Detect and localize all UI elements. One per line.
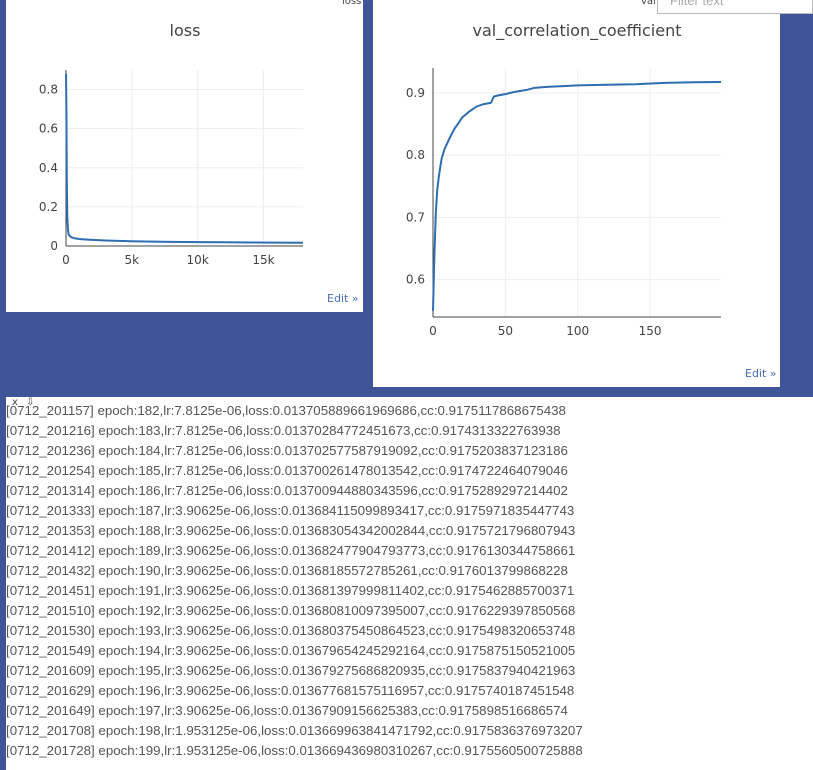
- x-tick-label: 50: [498, 324, 513, 338]
- loss-chart: loss 0 0.2 0.4 0.6 0.8 0 5k 10k 15k: [39, 21, 304, 267]
- log-line: [0712_201728] epoch:199,lr:1.953125e-06,…: [6, 743, 583, 758]
- log-line: [0712_201236] epoch:184,lr:7.8125e-06,lo…: [6, 443, 568, 458]
- log-lines: [0712_201157] epoch:182,lr:7.8125e-06,lo…: [6, 401, 813, 761]
- log-line: [0712_201412] epoch:189,lr:3.90625e-06,l…: [6, 543, 576, 558]
- edit-chart-link[interactable]: Edit »: [745, 367, 777, 380]
- x-tick-label: 0: [429, 324, 437, 338]
- log-line: [0712_201216] epoch:183,lr:7.8125e-06,lo…: [6, 423, 561, 438]
- close-icon-3[interactable]: x: [12, 397, 18, 408]
- x-tick-label: 10k: [187, 253, 209, 267]
- chart-title: loss: [170, 21, 201, 40]
- y-tick-label: 0.9: [406, 86, 425, 100]
- log-line: [0712_201510] epoch:192,lr:3.90625e-06,l…: [6, 603, 576, 618]
- filter-input[interactable]: Filter text: [657, 0, 813, 14]
- pane-tab-label: loss: [342, 0, 362, 7]
- y-tick-label: 0.4: [39, 161, 58, 175]
- y-tick-label: 0.6: [406, 273, 425, 287]
- x-tick-label: 100: [566, 324, 589, 338]
- log-line: [0712_201157] epoch:182,lr:7.8125e-06,lo…: [6, 403, 566, 418]
- y-tick-label: 0.6: [39, 122, 58, 136]
- log-line: [0712_201333] epoch:187,lr:3.90625e-06,l…: [6, 503, 575, 518]
- x-tick-label: 15k: [252, 253, 274, 267]
- log-line: [0712_201451] epoch:191,lr:3.90625e-06,l…: [6, 583, 575, 598]
- log-line: [0712_201629] epoch:196,lr:3.90625e-06,l…: [6, 683, 575, 698]
- log-line: [0712_201609] epoch:195,lr:3.90625e-06,l…: [6, 663, 576, 678]
- val-chart-pane: val val_correlation_coefficient 0.6 0.7 0.8…: [373, 0, 780, 387]
- val-chart: val_correlation_coefficient 0.6 0.7 0.8 0.9 0…: [406, 21, 722, 338]
- series-line: [432, 81, 722, 311]
- pane-tab-label: val: [641, 0, 656, 7]
- y-tick-label: 0.7: [406, 210, 425, 224]
- x-tick-label: 5k: [125, 253, 140, 267]
- log-line: [0712_201353] epoch:188,lr:3.90625e-06,l…: [6, 523, 576, 538]
- loss-chart-pane: loss loss 0 0.2 0.4 0.6 0.8 0 5k 10k 15k Edit »: [6, 0, 363, 312]
- log-pane: x ⇩ [0712_201157] epoch:182,lr:7.8125e-0…: [6, 397, 813, 770]
- x-tick-label: 150: [639, 324, 662, 338]
- chart-title: val_correlation_coefficient: [473, 21, 682, 41]
- pin-icon-3[interactable]: ⇩: [26, 397, 35, 408]
- x-tick-label: 0: [62, 253, 70, 267]
- log-line: [0712_201549] epoch:194,lr:3.90625e-06,l…: [6, 643, 576, 658]
- log-line: [0712_201530] epoch:193,lr:3.90625e-06,l…: [6, 623, 576, 638]
- y-tick-label: 0.2: [39, 200, 58, 214]
- y-tick-label: 0.8: [39, 83, 58, 97]
- log-line: [0712_201314] epoch:186,lr:7.8125e-06,lo…: [6, 483, 568, 498]
- edit-chart-link[interactable]: Edit »: [327, 292, 359, 305]
- log-line: [0712_201649] epoch:197,lr:3.90625e-06,l…: [6, 703, 568, 718]
- log-line: [0712_201708] epoch:198,lr:1.953125e-06,…: [6, 723, 583, 738]
- log-line: [0712_201432] epoch:190,lr:3.90625e-06,l…: [6, 563, 568, 578]
- y-tick-label: 0.8: [406, 148, 425, 162]
- y-tick-label: 0: [50, 239, 58, 253]
- series-line: [65, 73, 304, 244]
- log-line: [0712_201254] epoch:185,lr:7.8125e-06,lo…: [6, 463, 568, 478]
